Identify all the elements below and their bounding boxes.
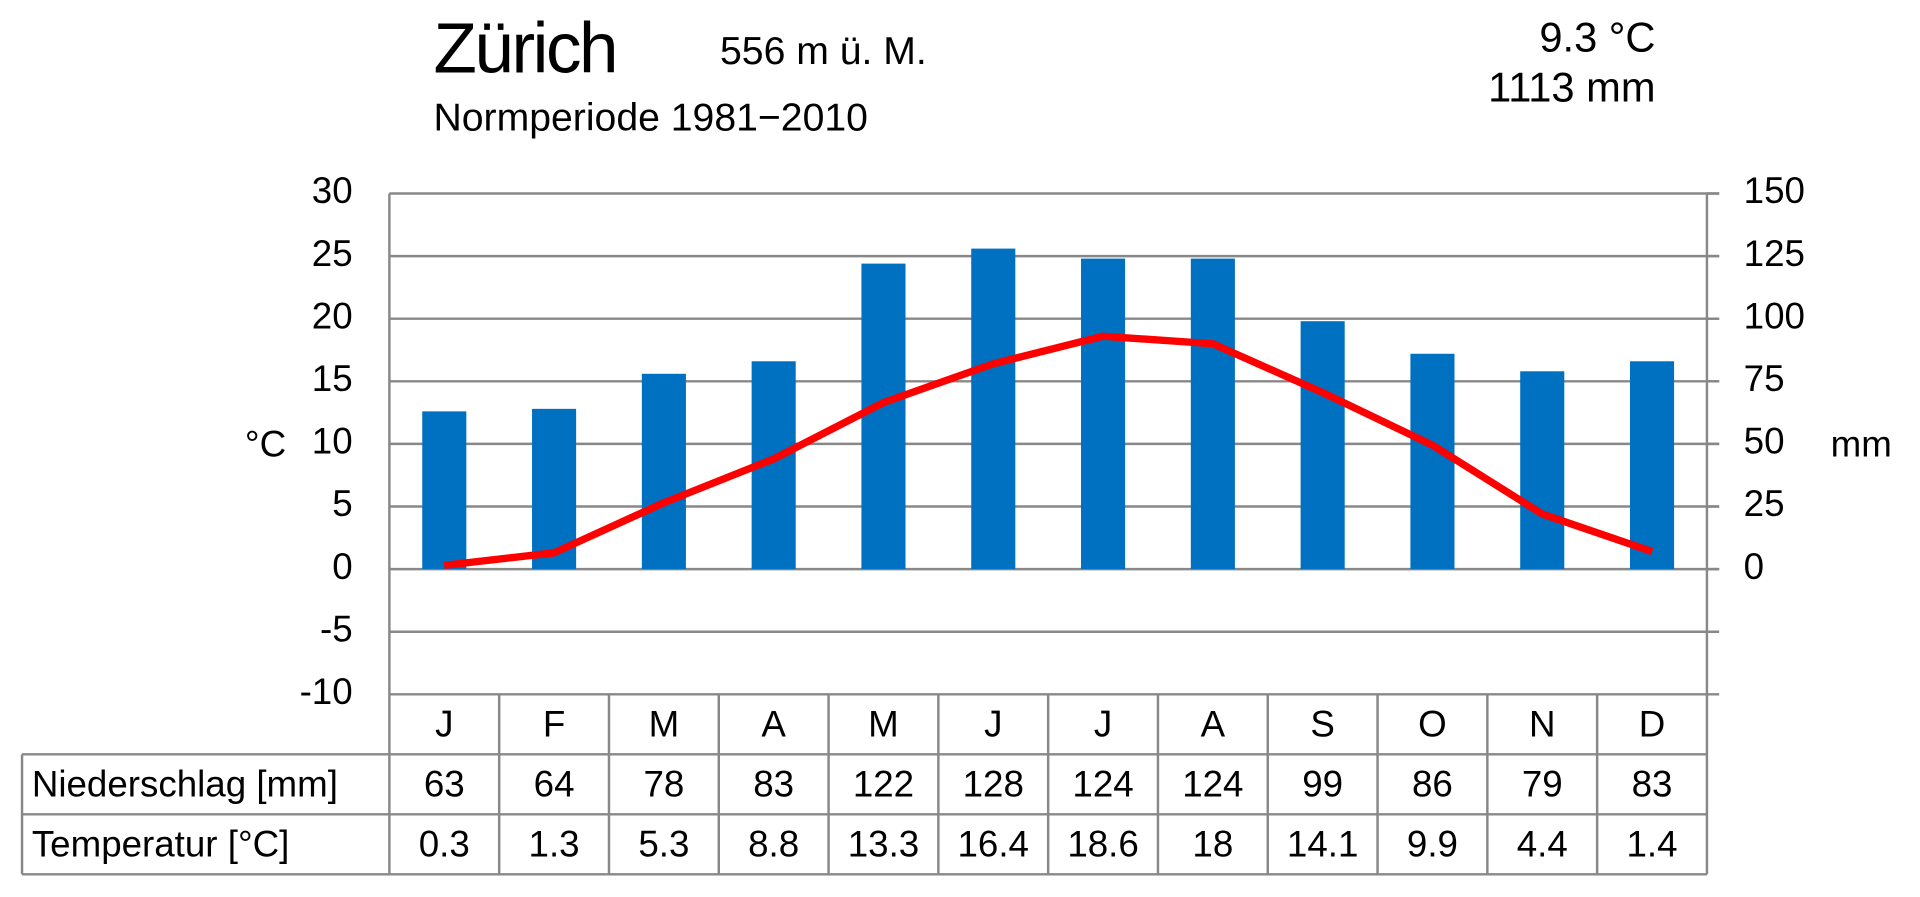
bar <box>1190 258 1235 570</box>
annotation: 1113 mm <box>1488 64 1655 111</box>
table-value: 79 <box>1522 763 1563 804</box>
y-axis-label: °C <box>245 424 286 465</box>
y-tick-label: -10 <box>300 671 353 712</box>
table-value: 0.3 <box>419 823 470 864</box>
table-value: 9.9 <box>1407 823 1458 864</box>
y-tick-label: 25 <box>312 233 353 274</box>
y2-tick-label: 50 <box>1744 421 1785 462</box>
bar <box>1520 371 1565 570</box>
table-value: 13.3 <box>848 823 919 864</box>
bar <box>1630 361 1675 570</box>
table-value: 124 <box>1072 763 1133 804</box>
bar <box>1081 258 1126 570</box>
table-value: 99 <box>1302 763 1343 804</box>
y-tick-label: 20 <box>312 295 353 336</box>
y2-tick-label: 125 <box>1744 233 1805 274</box>
bar <box>641 373 686 570</box>
table-value: 124 <box>1182 763 1243 804</box>
x-tick-label: D <box>1639 703 1666 744</box>
y2-tick-label: 150 <box>1744 170 1805 211</box>
y2-tick-label: 0 <box>1744 546 1764 587</box>
bar <box>971 248 1016 570</box>
subtitle: Normperiode 1981−2010 <box>433 96 867 139</box>
table-value: 14.1 <box>1287 823 1358 864</box>
annotation: 9.3 °C <box>1539 13 1655 60</box>
table-value: 83 <box>1632 763 1673 804</box>
x-tick-label: J <box>984 703 1002 744</box>
y-tick-label: 5 <box>332 483 352 524</box>
x-tick-label: S <box>1310 703 1334 744</box>
table-value: 64 <box>534 763 575 804</box>
table-value: 5.3 <box>638 823 689 864</box>
table-value: 86 <box>1412 763 1453 804</box>
table-value: 4.4 <box>1517 823 1568 864</box>
table-value: 18.6 <box>1067 823 1138 864</box>
line <box>443 332 1654 570</box>
table-value: 18 <box>1192 823 1233 864</box>
x-tick-label: N <box>1529 703 1556 744</box>
bar <box>1410 353 1455 570</box>
row-label: Temperatur [°C] <box>32 823 290 864</box>
x-tick-label: A <box>1201 703 1226 744</box>
table-value: 122 <box>853 763 914 804</box>
chart-title: Zürich <box>433 10 616 89</box>
y2-tick-label: 100 <box>1744 295 1805 336</box>
y-tick-label: 15 <box>312 358 353 399</box>
table-value: 8.8 <box>748 823 799 864</box>
x-tick-label: M <box>649 703 680 744</box>
x-tick-label: F <box>543 703 565 744</box>
y-tick-label: -5 <box>320 608 353 649</box>
bar <box>422 411 467 570</box>
y-tick-label: 30 <box>312 170 353 211</box>
bar <box>861 263 906 570</box>
y-tick-label: 10 <box>312 421 353 462</box>
x-tick-label: J <box>435 703 453 744</box>
table-value: 83 <box>753 763 794 804</box>
x-tick-label: J <box>1094 703 1112 744</box>
table-value: 128 <box>963 763 1024 804</box>
bar <box>1300 321 1345 570</box>
table-value: 63 <box>424 763 465 804</box>
table-value: 1.4 <box>1627 823 1678 864</box>
table-value: 78 <box>643 763 684 804</box>
y2-tick-label: 75 <box>1744 358 1785 399</box>
x-tick-label: O <box>1418 703 1447 744</box>
x-tick-label: M <box>868 703 899 744</box>
elevation: 556 m ü. M. <box>720 30 927 73</box>
table-value: 16.4 <box>958 823 1029 864</box>
row-label: Niederschlag [mm] <box>32 763 338 804</box>
x-tick-label: A <box>761 703 786 744</box>
table-value: 1.3 <box>529 823 580 864</box>
y2-tick-label: 25 <box>1744 483 1785 524</box>
y2-axis-label: mm <box>1831 424 1892 465</box>
y-tick-label: 0 <box>332 546 352 587</box>
